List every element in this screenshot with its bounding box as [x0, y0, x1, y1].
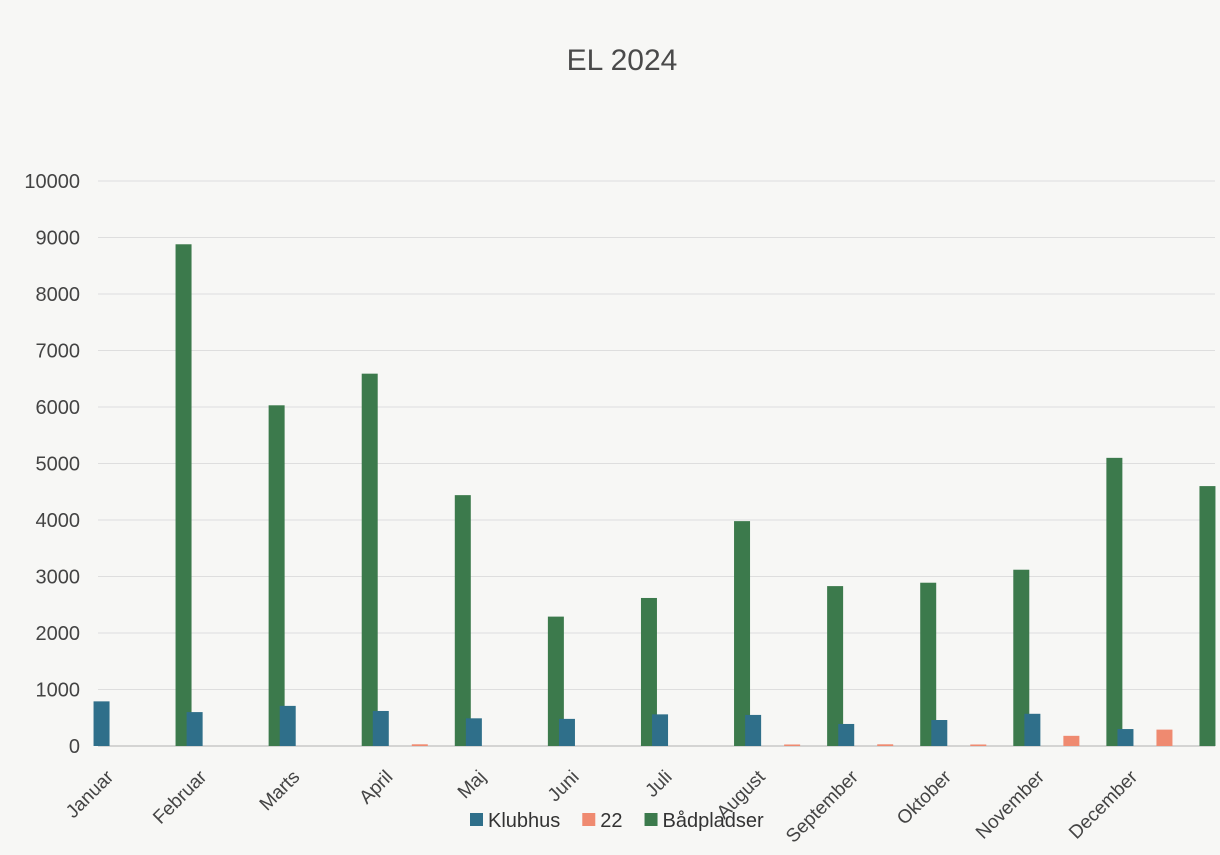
- legend-label: Klubhus: [488, 810, 560, 832]
- bar-22-oktober: [970, 744, 987, 746]
- y-tick-label: 9000: [36, 228, 81, 250]
- bar-b-dpladser-februar: [268, 405, 285, 746]
- x-tick-label: Maj: [454, 767, 491, 804]
- y-tick-label: 5000: [36, 454, 81, 476]
- bar-b-dpladser-oktober: [1013, 569, 1030, 746]
- y-tick-label: 10000: [24, 171, 80, 193]
- x-axis-labels: Januar Februar Marts April Maj Juni Juli August…: [62, 766, 1142, 847]
- x-tick-label: Marts: [256, 767, 304, 815]
- bar-b-dpladser-august: [827, 586, 844, 746]
- legend-swatch: [582, 813, 596, 826]
- y-axis-ticks: 0 1000 2000 3000 4000 5000 6000 7000 8000 9000 100…: [24, 171, 80, 758]
- x-tick-label: Juli: [642, 767, 677, 802]
- bar-b-dpladser-juli: [734, 521, 751, 746]
- bar-klubhus-august: [745, 714, 762, 746]
- y-tick-label: 4000: [36, 510, 81, 532]
- bar-klubhus-januar: [93, 701, 110, 746]
- bar-klubhus-juli: [652, 714, 669, 746]
- bar-klubhus-december: [1117, 729, 1134, 746]
- bar-b-dpladser-januar: [175, 244, 192, 746]
- bar-klubhus-februar: [186, 712, 203, 746]
- bar-b-dpladser-december: [1199, 486, 1216, 746]
- y-tick-label: 8000: [36, 284, 81, 306]
- y-tick-label: 7000: [36, 341, 81, 363]
- bars: [93, 244, 1216, 746]
- x-tick-label: Oktober: [893, 766, 956, 829]
- legend-swatch: [644, 813, 658, 826]
- x-tick-label: September: [782, 766, 863, 847]
- bar-klubhus-november: [1024, 713, 1041, 746]
- bar-22-april: [411, 744, 428, 746]
- x-tick-label: November: [972, 766, 1049, 843]
- chart-title: EL 2024: [567, 44, 678, 77]
- bar-22-november: [1063, 735, 1080, 746]
- legend-swatch: [470, 813, 483, 826]
- legend-label: Bådpladser: [663, 810, 765, 832]
- x-tick-label: Januar: [62, 766, 118, 822]
- x-tick-label: December: [1065, 766, 1142, 843]
- bar-klubhus-maj: [465, 718, 482, 746]
- bar-22-december: [1156, 729, 1173, 746]
- legend-label: 22: [600, 810, 622, 832]
- y-tick-label: 0: [69, 736, 80, 758]
- bar-22-september: [877, 744, 894, 746]
- bar-b-dpladser-juni: [640, 597, 657, 746]
- bar-klubhus-juni: [558, 718, 575, 746]
- bar-klubhus-april: [372, 710, 389, 746]
- x-tick-label: Februar: [149, 766, 211, 828]
- y-tick-label: 2000: [36, 623, 81, 645]
- legend: Klubhus 22 Bådpladser: [470, 810, 764, 832]
- x-tick-label: April: [356, 767, 398, 809]
- bar-b-dpladser-april: [454, 495, 471, 746]
- bar-klubhus-oktober: [931, 720, 948, 746]
- bar-klubhus-marts: [279, 705, 296, 746]
- bar-klubhus-september: [838, 723, 855, 746]
- y-tick-label: 1000: [36, 680, 81, 702]
- x-tick-label: Juni: [544, 767, 583, 806]
- bar-b-dpladser-september: [920, 582, 937, 746]
- y-tick-label: 6000: [36, 397, 81, 419]
- bar-b-dpladser-marts: [361, 373, 378, 746]
- bar-b-dpladser-november: [1106, 457, 1123, 746]
- bar-22-august: [784, 744, 801, 746]
- y-tick-label: 3000: [36, 567, 81, 589]
- bar-b-dpladser-maj: [547, 616, 564, 746]
